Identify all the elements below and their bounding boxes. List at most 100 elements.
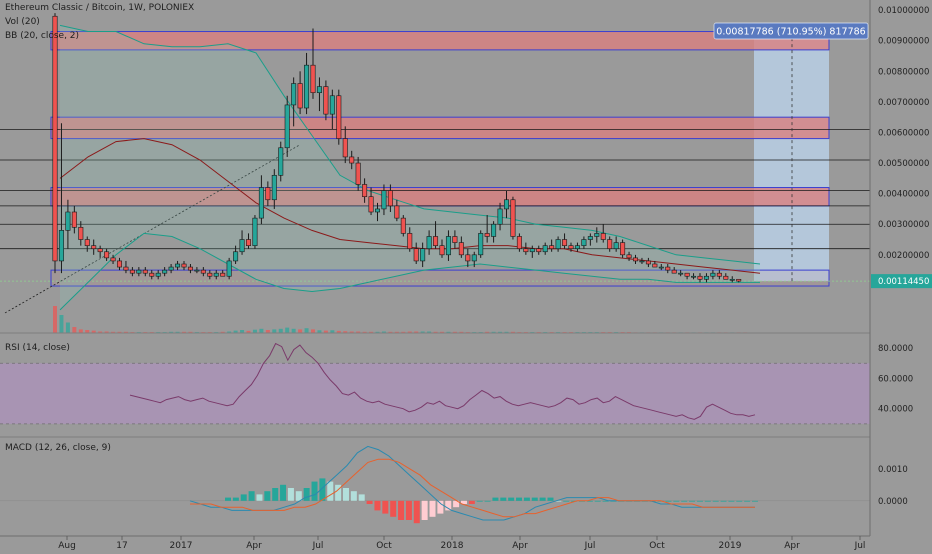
volume-bar [85,330,90,333]
candle-body [310,64,316,94]
macd-histogram-bar [484,500,491,502]
macd-histogram-bar [311,481,318,501]
macd-histogram-bar [500,497,507,501]
candle-body [104,251,110,259]
candle-body [239,239,245,253]
rsi-tick-label: 80.0000 [878,344,913,354]
candle-body [729,278,735,281]
volume-bar [252,329,257,333]
candle-body [117,260,123,268]
bollinger-legend[interactable]: BB (20, close, 2) [5,31,80,41]
candle-body [355,162,361,185]
macd-histogram-bar [335,484,342,501]
candle-body [413,248,419,262]
candle-body [581,239,587,246]
price-tick-label: 0.00700000 [878,98,929,108]
volume-bar [298,329,303,333]
candle-body [394,205,400,219]
macd-histogram-bar [523,497,530,501]
volume-bar [452,331,457,333]
candle-body [407,233,413,250]
candle-body [555,239,561,250]
candle-body [516,236,522,250]
candle-body [484,233,490,237]
trend-line [4,144,301,314]
volume-bar [233,330,238,333]
price-pane [0,25,870,314]
candle-body [78,226,84,240]
candle-body [458,242,464,256]
candle-body [142,269,148,274]
candle-body [510,199,516,237]
macd-histogram-bar [272,488,279,501]
macd-histogram-bar [358,494,365,501]
macd-histogram-bar [453,500,460,508]
symbol-title[interactable]: Ethereum Classic / Bitcoin, 1W, POLONIEX [5,3,195,13]
macd-histogram-bar [602,500,609,502]
candle-body [258,187,264,219]
volume-bar [272,329,277,333]
volume-bar [265,330,270,333]
candle-body [97,248,103,253]
candle-body [594,233,600,237]
macd-pane [0,445,870,524]
candle-body [549,245,555,250]
volume-legend[interactable]: Vol (20) [5,17,40,27]
candle-body [342,138,348,158]
time-tick-label: Apr [784,541,800,550]
time-tick-label: Jul [584,541,596,550]
candle-body [471,254,477,262]
volume-bar [117,331,122,333]
macd-histogram-bar [287,488,294,501]
macd-histogram-bar [665,500,672,502]
candle-body [207,272,213,277]
candle-body [265,187,271,201]
volume-bar [104,331,109,333]
rsi-legend[interactable]: RSI (14, close) [5,343,70,353]
time-tick-label: Jul [312,541,324,550]
candle-body [175,263,181,268]
volume-bar [381,331,386,333]
candle-body [691,275,697,278]
candle-body [600,233,606,240]
volume-bar [504,331,509,333]
macd-histogram-bar [342,488,349,501]
time-tick-label: Apr [512,541,528,550]
candle-body [671,269,677,274]
volume-bar [446,331,451,333]
volume-bar [246,330,251,333]
macd-tick-label: 0.0000 [878,497,908,507]
volume-bar [420,331,425,333]
rsi-line [129,342,756,420]
candle-body [297,83,303,109]
price-tick-label: 0.00500000 [878,159,929,169]
macd-histogram-bar [350,491,357,501]
macd-histogram-bar [327,481,334,501]
candle-body [491,223,497,237]
candle-body [529,248,535,253]
macd-histogram-bar [225,497,231,501]
volume-bar [362,331,367,333]
macd-histogram-bar [240,494,247,501]
candle-body [91,245,97,250]
macd-histogram-bar [744,500,751,502]
macd-histogram-bar [366,500,373,504]
macd-histogram-bar [429,500,436,517]
candle-body [304,64,310,109]
volume-bar [169,331,174,333]
volume-bar [440,331,444,333]
macd-histogram-bar [319,478,326,501]
candle-body [162,269,168,274]
candle-body [284,104,290,149]
macd-histogram-bar [586,500,593,502]
price-tick-label: 0.00300000 [878,220,929,230]
price-tick-label: 0.00600000 [878,128,929,138]
macd-legend[interactable]: MACD (12, 26, close, 9) [5,443,111,453]
macd-histogram-bar [681,500,688,502]
candle-body [226,260,232,277]
macd-histogram-bar [594,500,601,502]
candle-body [710,272,716,277]
macd-histogram-bar [303,488,310,501]
candle-body [658,266,664,269]
